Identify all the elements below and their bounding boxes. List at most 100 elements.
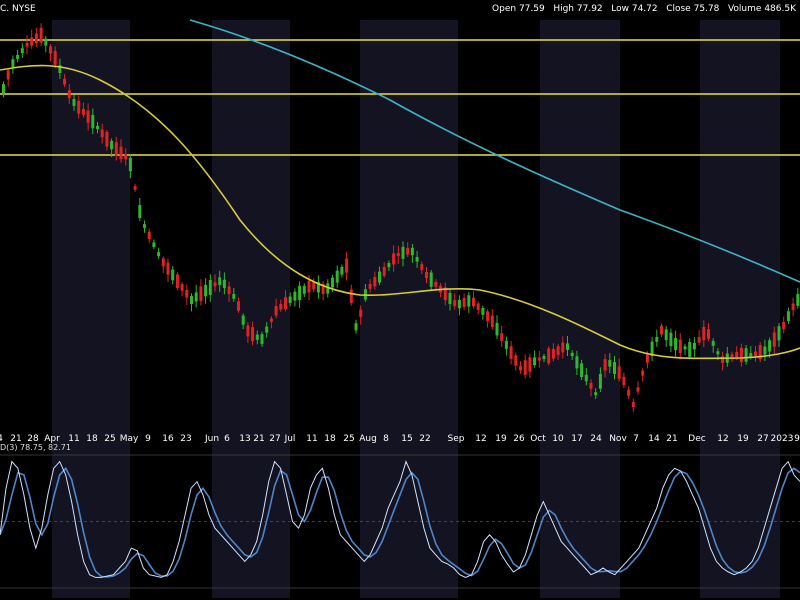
- volume-label: Volume: [727, 4, 762, 14]
- x-tick-label: May: [120, 434, 139, 444]
- candle-body: [204, 284, 208, 297]
- close-label: Close: [666, 4, 691, 14]
- x-tick-label: 26: [513, 434, 525, 444]
- x-tick-label: 27: [757, 434, 768, 444]
- candle-body: [796, 294, 800, 306]
- candle-body: [617, 366, 621, 379]
- candle-body: [265, 326, 269, 333]
- candle-body: [791, 303, 795, 311]
- candle-body: [434, 282, 438, 287]
- x-tick-label: 17: [571, 434, 582, 444]
- candle-body: [274, 305, 278, 316]
- candle-body: [49, 46, 52, 54]
- candle-body: [349, 289, 353, 303]
- candle-body: [401, 246, 405, 259]
- candle-body: [133, 186, 137, 190]
- x-tick-label: 9: [794, 434, 800, 444]
- candle-body: [251, 327, 255, 342]
- x-tick-label: 22: [419, 434, 430, 444]
- candle-body: [312, 282, 316, 290]
- candle-body: [77, 100, 81, 114]
- candle-body: [453, 300, 457, 307]
- candle-body: [556, 346, 560, 355]
- candle-body: [537, 357, 541, 361]
- x-tick-label: 13: [239, 434, 250, 444]
- indicator-d: 82.71: [48, 443, 71, 452]
- candle-body: [758, 345, 762, 360]
- x-tick-label: 18: [86, 434, 98, 444]
- x-tick-label: 9: [145, 434, 151, 444]
- x-tick-label: 2023: [771, 434, 794, 444]
- x-tick-label: Jul: [284, 434, 296, 444]
- candle-body: [298, 285, 302, 301]
- candle-body: [707, 329, 710, 339]
- candle-body: [476, 303, 480, 310]
- candle-body: [744, 348, 748, 362]
- close-value: 75.78: [693, 4, 720, 14]
- candle-body: [509, 346, 513, 359]
- candle-body: [67, 90, 71, 99]
- candle-body: [199, 286, 203, 302]
- week-band: [212, 20, 290, 598]
- x-tick-label: 7: [633, 434, 639, 444]
- candle-body: [462, 297, 466, 307]
- candle-body: [72, 99, 76, 106]
- week-band: [52, 20, 130, 598]
- candle-body: [406, 247, 410, 255]
- candle-body: [100, 129, 104, 138]
- candle-body: [631, 401, 635, 408]
- candle-body: [490, 315, 494, 328]
- candle-body: [754, 351, 757, 356]
- candle-body: [570, 352, 574, 357]
- candle-body: [218, 277, 222, 286]
- x-tick-label: 24: [590, 434, 602, 444]
- candle-body: [321, 283, 325, 294]
- candle-body: [763, 346, 767, 355]
- candle-body: [96, 125, 99, 130]
- x-tick-label: 14: [648, 434, 660, 444]
- sma-fast-line: [0, 64, 800, 360]
- candle-body: [6, 70, 10, 80]
- candle-body: [260, 334, 264, 344]
- stochastic-panel: [0, 454, 800, 589]
- volume-value: 486.5K: [764, 4, 796, 14]
- candle-body: [660, 325, 663, 335]
- candle-body: [721, 356, 725, 363]
- high-label: High: [553, 4, 574, 14]
- candle-body: [664, 329, 668, 341]
- candle-body: [425, 271, 428, 279]
- candle-body: [655, 337, 659, 342]
- candle-body: [598, 373, 602, 389]
- x-tick-label: 15: [401, 434, 412, 444]
- x-tick-label: 12: [717, 434, 728, 444]
- candle-body: [396, 252, 400, 256]
- candle-body: [627, 389, 631, 396]
- candle-body: [392, 253, 396, 265]
- candle-body: [650, 341, 654, 357]
- candle-body: [288, 296, 292, 303]
- open-value: 77.59: [518, 4, 545, 14]
- candle-body: [2, 84, 5, 94]
- x-tick-label: 19: [495, 434, 507, 444]
- candle-body: [735, 351, 739, 359]
- candle-body: [284, 297, 287, 310]
- x-tick-label: 6: [224, 434, 230, 444]
- candle-body: [326, 283, 330, 294]
- candle-body: [692, 342, 696, 350]
- x-tick-label: Nov: [609, 434, 627, 444]
- candle-body: [302, 285, 306, 294]
- candle-body: [514, 355, 518, 366]
- x-tick-label: 21: [253, 434, 264, 444]
- candle-body: [481, 307, 485, 315]
- candle-body: [307, 280, 311, 293]
- open-label: Open: [492, 4, 517, 14]
- candle-body: [293, 291, 297, 301]
- candle-body: [603, 359, 607, 371]
- candle-body: [589, 382, 593, 389]
- x-tick-label: 25: [343, 434, 354, 444]
- candle-body: [63, 78, 67, 85]
- candle-body: [354, 323, 358, 331]
- candle-body: [279, 303, 283, 310]
- x-tick-label: 27: [269, 434, 280, 444]
